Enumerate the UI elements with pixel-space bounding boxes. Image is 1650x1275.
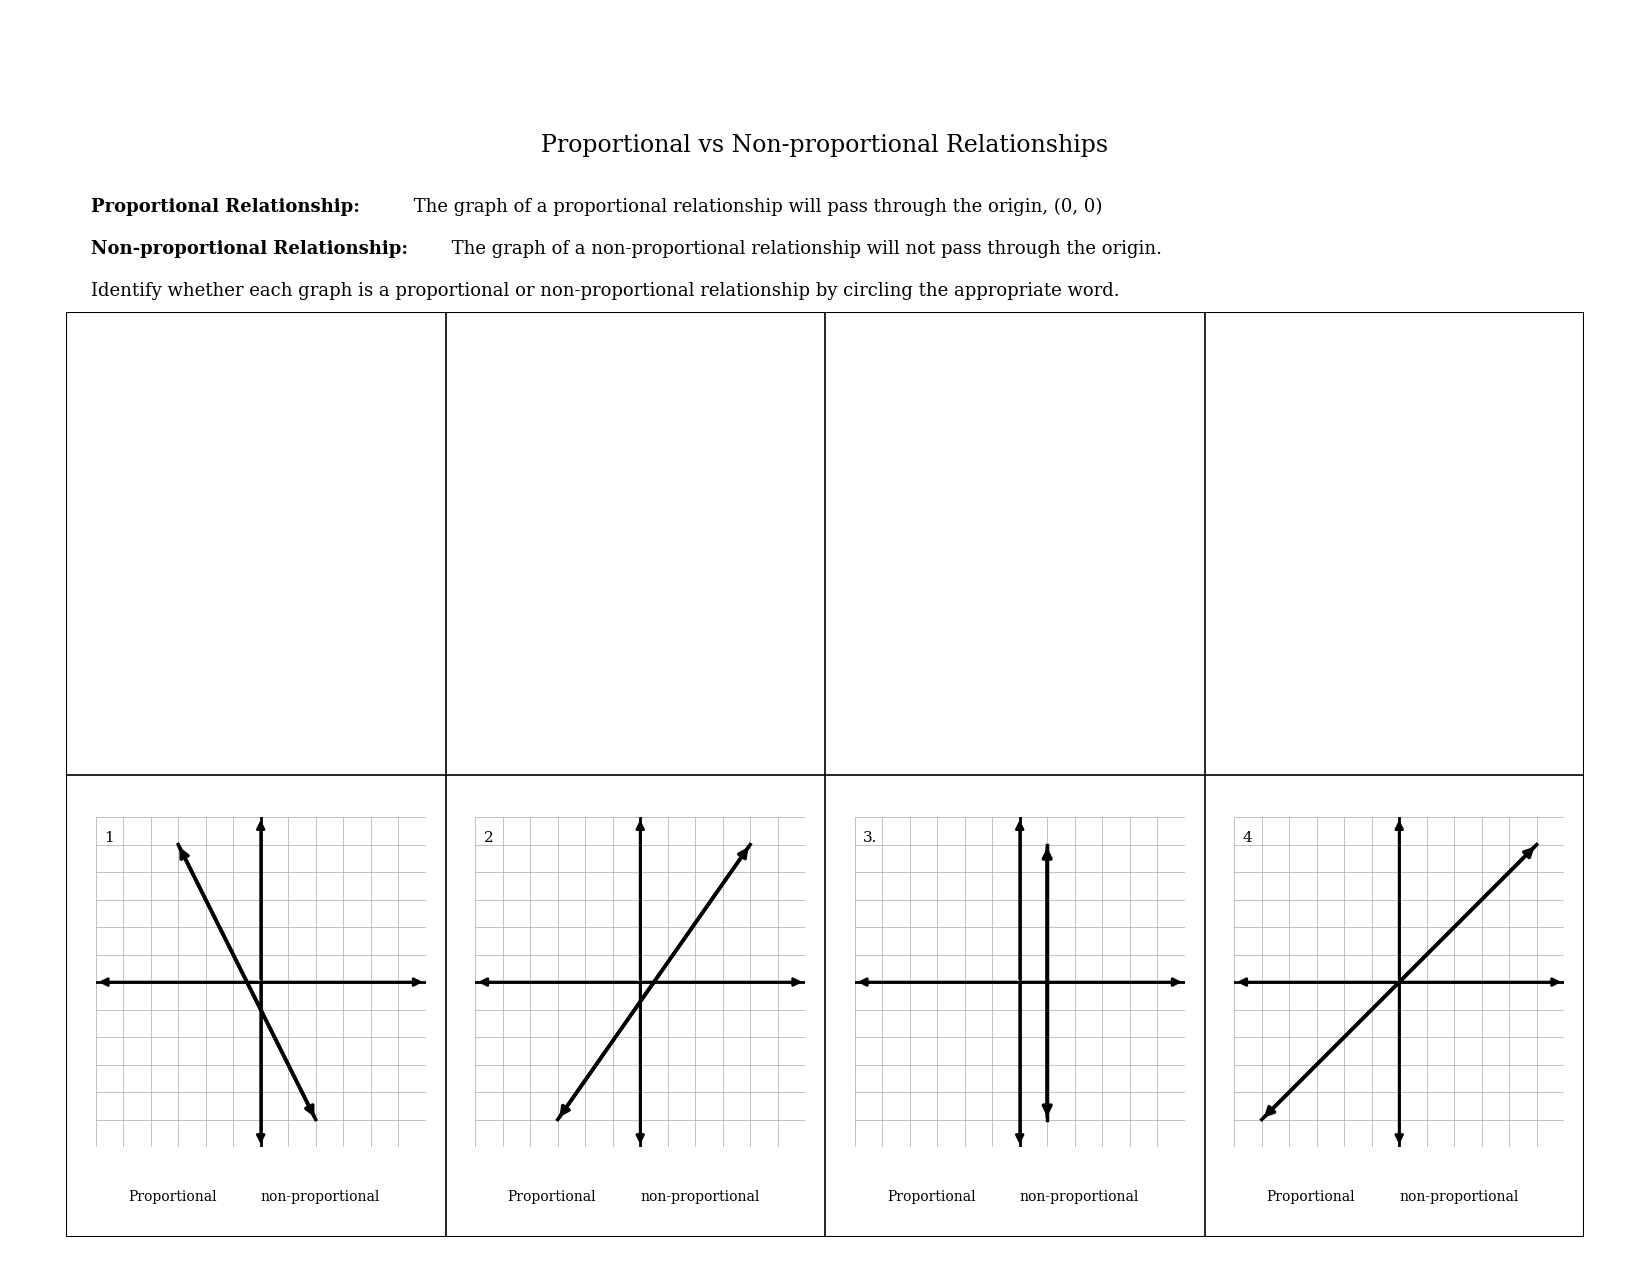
Text: The graph of a non-proportional relationship will not pass through the origin.: The graph of a non-proportional relation… — [446, 240, 1162, 258]
Text: 1: 1 — [104, 831, 114, 845]
Text: 2: 2 — [483, 831, 493, 845]
Text: The graph of a proportional relationship will pass through the origin, (0, 0): The graph of a proportional relationship… — [408, 198, 1102, 215]
Text: non-proportional: non-proportional — [1020, 1191, 1138, 1205]
Text: non-proportional: non-proportional — [640, 1191, 759, 1205]
Text: Proportional Relationship:: Proportional Relationship: — [91, 198, 360, 215]
Text: Non-proportional Relationship:: Non-proportional Relationship: — [91, 240, 408, 258]
Text: Proportional: Proportional — [508, 1191, 596, 1205]
Text: 3.: 3. — [863, 831, 878, 845]
Text: Proportional: Proportional — [1267, 1191, 1355, 1205]
Text: Proportional: Proportional — [888, 1191, 975, 1205]
Text: Proportional: Proportional — [129, 1191, 216, 1205]
Text: non-proportional: non-proportional — [1399, 1191, 1518, 1205]
Text: Identify whether each graph is a proportional or non-proportional relationship b: Identify whether each graph is a proport… — [91, 282, 1119, 300]
Text: non-proportional: non-proportional — [261, 1191, 380, 1205]
Text: 4: 4 — [1242, 831, 1252, 845]
Text: Proportional vs Non-proportional Relationships: Proportional vs Non-proportional Relatio… — [541, 134, 1109, 157]
